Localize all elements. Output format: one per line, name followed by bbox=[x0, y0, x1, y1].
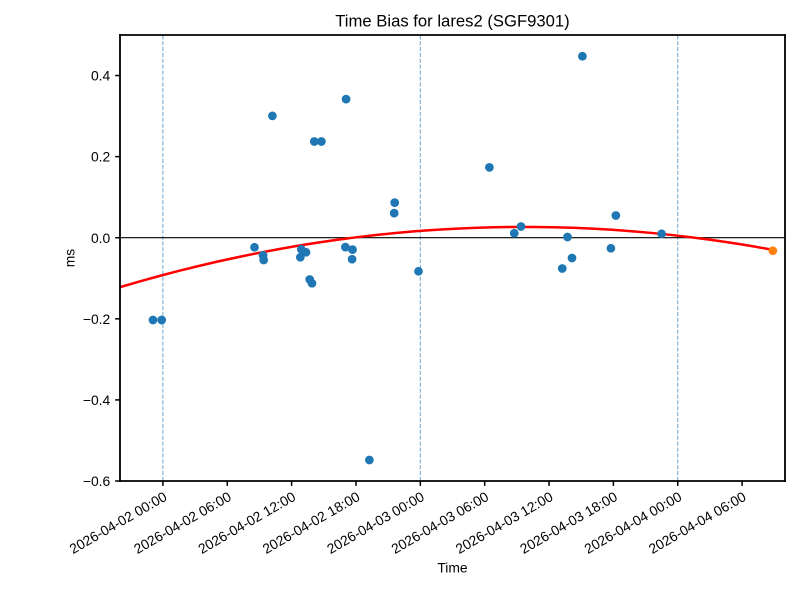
svg-text:0.4: 0.4 bbox=[91, 68, 111, 84]
svg-text:−0.2: −0.2 bbox=[83, 311, 111, 327]
svg-text:Time Bias for lares2 (SGF9301): Time Bias for lares2 (SGF9301) bbox=[335, 12, 570, 31]
svg-text:0.2: 0.2 bbox=[91, 149, 111, 165]
svg-text:−0.4: −0.4 bbox=[83, 392, 111, 408]
svg-text:ms: ms bbox=[61, 249, 77, 268]
svg-text:−0.6: −0.6 bbox=[83, 473, 111, 489]
svg-text:0.0: 0.0 bbox=[91, 230, 111, 246]
svg-text:Time: Time bbox=[437, 559, 468, 575]
